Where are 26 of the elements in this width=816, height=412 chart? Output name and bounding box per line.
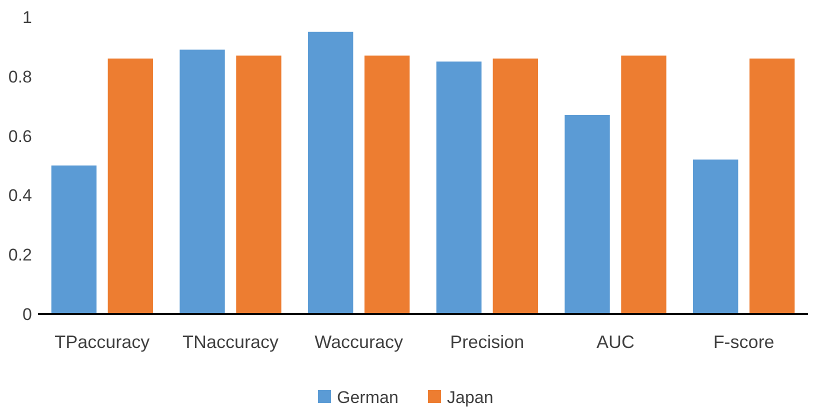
legend-label: Japan bbox=[447, 388, 494, 407]
bar bbox=[693, 160, 738, 314]
bar bbox=[364, 56, 410, 314]
bar bbox=[749, 58, 795, 314]
bar bbox=[236, 56, 282, 314]
bar bbox=[180, 50, 225, 314]
x-tick-label: TPaccuracy bbox=[54, 332, 150, 352]
y-tick-label: 0.2 bbox=[8, 246, 32, 265]
x-tick-label: Waccuracy bbox=[314, 332, 404, 352]
y-tick-label: 0 bbox=[22, 304, 32, 324]
y-tick-label: 0.8 bbox=[8, 67, 32, 86]
bar bbox=[621, 56, 666, 314]
x-tick-label: AUC bbox=[596, 332, 635, 352]
y-tick-label: 0.4 bbox=[8, 186, 32, 206]
y-tick-label: 0.6 bbox=[8, 126, 32, 146]
bar bbox=[564, 115, 610, 314]
bar bbox=[51, 166, 97, 314]
bar bbox=[308, 32, 354, 314]
x-tick-label: TNaccuracy bbox=[182, 332, 279, 352]
x-tick-label: F-score bbox=[713, 332, 774, 352]
y-tick-label: 1 bbox=[22, 8, 32, 27]
x-tick-label: Precision bbox=[450, 332, 524, 352]
legend-label: German bbox=[337, 388, 398, 407]
bar bbox=[492, 58, 538, 314]
bar bbox=[108, 58, 153, 314]
bar bbox=[436, 62, 482, 314]
